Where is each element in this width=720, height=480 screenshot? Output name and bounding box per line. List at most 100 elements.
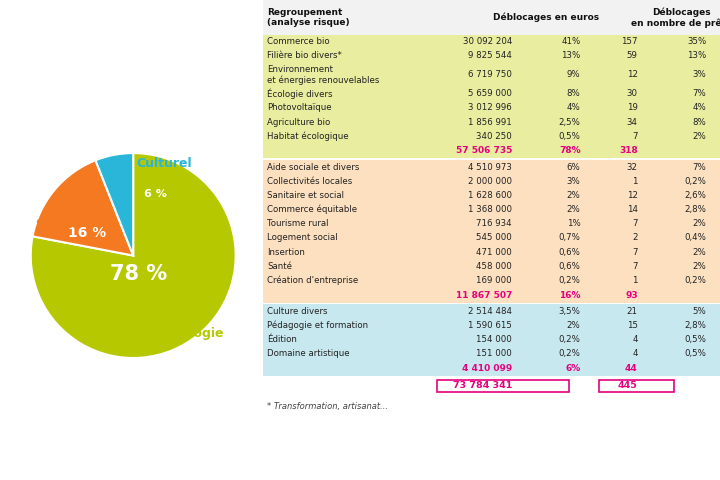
Bar xyxy=(263,216,720,231)
Text: 2: 2 xyxy=(632,233,638,242)
Bar xyxy=(263,160,720,174)
Wedge shape xyxy=(96,153,133,255)
Text: Aide sociale et divers: Aide sociale et divers xyxy=(267,163,360,172)
Bar xyxy=(263,259,720,273)
Text: 0,6%: 0,6% xyxy=(559,248,580,257)
Bar xyxy=(263,115,720,129)
Text: Agriculture bio: Agriculture bio xyxy=(267,118,330,127)
Text: 78%: 78% xyxy=(559,146,580,156)
Text: 471 000: 471 000 xyxy=(476,248,512,257)
Text: 73 784 341: 73 784 341 xyxy=(453,381,512,390)
Text: 3 012 996: 3 012 996 xyxy=(468,103,512,112)
Text: 3%: 3% xyxy=(567,177,580,186)
Text: 4: 4 xyxy=(632,349,638,359)
Text: Santé: Santé xyxy=(267,262,292,271)
Text: 7%: 7% xyxy=(693,163,706,172)
Text: 0,5%: 0,5% xyxy=(685,349,706,359)
Bar xyxy=(263,318,720,333)
Text: Filière bio divers*: Filière bio divers* xyxy=(267,51,342,60)
Text: 7: 7 xyxy=(632,132,638,141)
Bar xyxy=(263,188,720,203)
Text: Photovoltaïque: Photovoltaïque xyxy=(267,103,332,112)
Text: Tourisme rural: Tourisme rural xyxy=(267,219,329,228)
Text: 44: 44 xyxy=(625,364,638,373)
Text: 30 092 204: 30 092 204 xyxy=(462,37,512,46)
Text: 0,2%: 0,2% xyxy=(559,335,580,344)
Text: 0,4%: 0,4% xyxy=(685,233,706,242)
Text: 19: 19 xyxy=(627,103,638,112)
Text: Logement social: Logement social xyxy=(267,233,338,242)
Text: 0,6%: 0,6% xyxy=(559,262,580,271)
Bar xyxy=(263,203,720,216)
Text: 21: 21 xyxy=(626,307,638,316)
Text: Déblocages en euros: Déblocages en euros xyxy=(493,12,599,22)
Text: 458 000: 458 000 xyxy=(476,262,512,271)
Text: 0,5%: 0,5% xyxy=(559,132,580,141)
Text: 5 659 000: 5 659 000 xyxy=(468,89,512,98)
Text: 6 719 750: 6 719 750 xyxy=(468,70,512,79)
Text: 2,8%: 2,8% xyxy=(685,321,706,330)
Text: 30: 30 xyxy=(626,89,638,98)
Text: 1 590 615: 1 590 615 xyxy=(468,321,512,330)
Text: Collectivités locales: Collectivités locales xyxy=(267,177,353,186)
Text: 154 000: 154 000 xyxy=(476,335,512,344)
Text: 8%: 8% xyxy=(567,89,580,98)
Text: 2%: 2% xyxy=(567,321,580,330)
Text: Déblocages
en nombre de prêts: Déblocages en nombre de prêts xyxy=(631,7,720,27)
Text: 93: 93 xyxy=(625,290,638,300)
Text: 1: 1 xyxy=(632,276,638,285)
Text: 0,2%: 0,2% xyxy=(685,276,706,285)
Bar xyxy=(263,63,720,86)
Text: 2,8%: 2,8% xyxy=(685,205,706,214)
Text: 7: 7 xyxy=(632,219,638,228)
Text: 445: 445 xyxy=(618,381,638,390)
Text: Commerce équitable: Commerce équitable xyxy=(267,205,358,215)
Bar xyxy=(263,245,720,259)
Text: Commerce bio: Commerce bio xyxy=(267,37,330,46)
Text: 5%: 5% xyxy=(693,307,706,316)
Text: Sanitaire et social: Sanitaire et social xyxy=(267,191,344,200)
Text: 16%: 16% xyxy=(559,290,580,300)
Text: 2,5%: 2,5% xyxy=(559,118,580,127)
Bar xyxy=(436,380,569,392)
Text: Création d'entreprise: Création d'entreprise xyxy=(267,276,359,285)
Wedge shape xyxy=(32,160,133,255)
Text: 41%: 41% xyxy=(562,37,580,46)
Text: 2%: 2% xyxy=(693,132,706,141)
Text: 4: 4 xyxy=(632,335,638,344)
Text: 545 000: 545 000 xyxy=(476,233,512,242)
Text: 9%: 9% xyxy=(567,70,580,79)
Text: Habitat écologique: Habitat écologique xyxy=(267,132,349,141)
Bar xyxy=(263,0,720,35)
Text: 3%: 3% xyxy=(693,70,706,79)
Text: * Transformation, artisanat...: * Transformation, artisanat... xyxy=(267,402,388,411)
Text: 1: 1 xyxy=(632,177,638,186)
Text: 4%: 4% xyxy=(567,103,580,112)
Text: 318: 318 xyxy=(619,146,638,156)
Text: 1 856 991: 1 856 991 xyxy=(468,118,512,127)
Bar xyxy=(263,288,720,302)
Bar xyxy=(263,273,720,288)
Text: 59: 59 xyxy=(627,51,638,60)
Text: Domaine artistique: Domaine artistique xyxy=(267,349,350,359)
Text: Regroupement
(analyse risque): Regroupement (analyse risque) xyxy=(267,8,350,27)
Text: 169 000: 169 000 xyxy=(477,276,512,285)
Bar xyxy=(263,378,720,394)
Text: 14: 14 xyxy=(626,205,638,214)
Text: 78 %: 78 % xyxy=(109,264,167,284)
Text: 2,6%: 2,6% xyxy=(685,191,706,200)
Wedge shape xyxy=(31,153,235,358)
Text: Écologie divers: Écologie divers xyxy=(267,88,333,99)
Text: 716 934: 716 934 xyxy=(477,219,512,228)
Text: 32: 32 xyxy=(626,163,638,172)
Text: Culturel: Culturel xyxy=(136,157,192,170)
Text: 13%: 13% xyxy=(562,51,580,60)
Text: Social: Social xyxy=(35,218,77,231)
Text: 35%: 35% xyxy=(687,37,706,46)
Text: 12: 12 xyxy=(626,191,638,200)
Bar xyxy=(263,35,720,48)
Text: 13%: 13% xyxy=(687,51,706,60)
Bar xyxy=(599,380,674,392)
Text: 6 %: 6 % xyxy=(144,189,167,199)
Text: 0,7%: 0,7% xyxy=(559,233,580,242)
